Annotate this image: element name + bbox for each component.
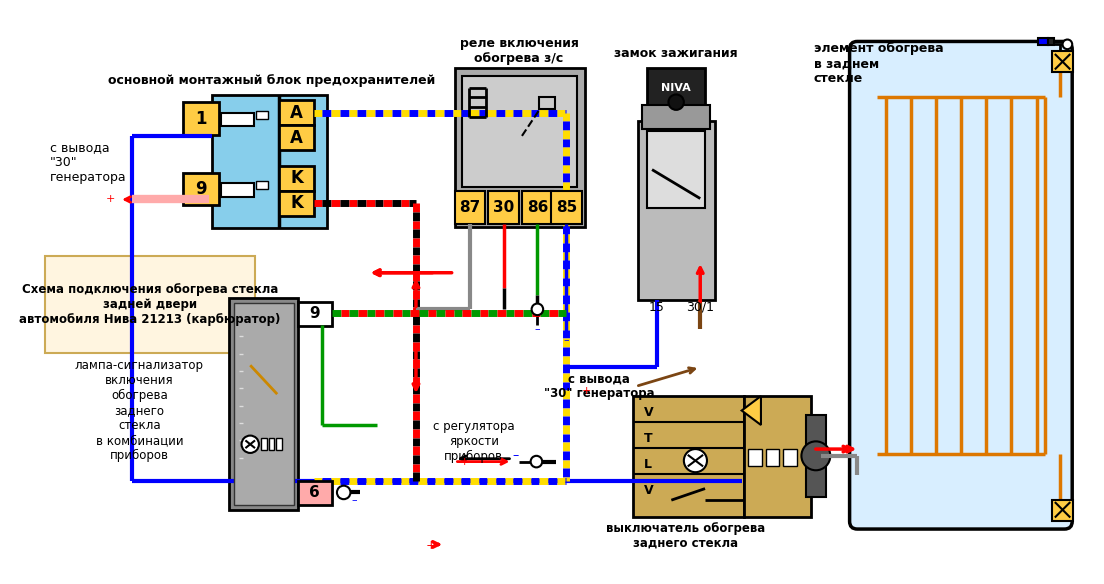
Bar bbox=[455, 191, 486, 224]
Text: с регулятора
яркости
приборов: с регулятора яркости приборов bbox=[433, 420, 514, 463]
Bar bbox=[234, 303, 294, 505]
Text: A: A bbox=[290, 104, 302, 121]
Text: 15: 15 bbox=[649, 301, 665, 314]
Bar bbox=[1052, 51, 1073, 72]
Text: с вывода
"30" генератора: с вывода "30" генератора bbox=[544, 373, 655, 401]
Text: K: K bbox=[290, 169, 302, 187]
Bar bbox=[183, 172, 220, 205]
Circle shape bbox=[242, 436, 259, 453]
Bar bbox=[540, 98, 554, 109]
Bar bbox=[522, 191, 553, 224]
Text: 86: 86 bbox=[527, 200, 548, 215]
Bar bbox=[744, 396, 811, 516]
Text: реле включения
обогрева з/с: реле включения обогрева з/с bbox=[459, 37, 578, 65]
Bar bbox=[221, 113, 254, 126]
Circle shape bbox=[531, 456, 542, 467]
Bar bbox=[298, 302, 332, 326]
Bar bbox=[221, 183, 254, 197]
Bar bbox=[183, 102, 220, 135]
Bar bbox=[279, 166, 314, 191]
Text: NIVA: NIVA bbox=[661, 83, 691, 93]
Bar bbox=[766, 449, 779, 467]
Circle shape bbox=[802, 442, 830, 470]
Text: элемент обогрева
в заднем
стекле: элемент обогрева в заднем стекле bbox=[814, 42, 944, 85]
Bar bbox=[643, 105, 710, 129]
Circle shape bbox=[1062, 40, 1072, 49]
Text: с вывода
"30"
генератора: с вывода "30" генератора bbox=[50, 141, 127, 184]
Bar bbox=[1048, 37, 1054, 46]
Text: 1: 1 bbox=[195, 110, 206, 127]
Bar bbox=[1052, 500, 1073, 522]
Text: +: + bbox=[106, 194, 118, 204]
Text: –: – bbox=[351, 495, 357, 505]
Bar bbox=[633, 396, 744, 516]
Text: +: + bbox=[459, 457, 469, 467]
Text: V: V bbox=[645, 406, 654, 419]
Bar bbox=[256, 181, 267, 189]
Bar bbox=[647, 131, 705, 208]
FancyBboxPatch shape bbox=[850, 41, 1072, 529]
Text: основной монтажный блок предохранителей: основной монтажный блок предохранителей bbox=[108, 75, 435, 88]
Polygon shape bbox=[742, 396, 761, 425]
Circle shape bbox=[532, 304, 543, 315]
Text: выключатель обогрева
заднего стекла: выключатель обогрева заднего стекла bbox=[606, 522, 765, 550]
Bar bbox=[638, 121, 714, 300]
Text: A: A bbox=[290, 129, 302, 147]
Text: лампа-сигнализатор
включения
обогрева
заднего
стекла
в комбинации
приборов: лампа-сигнализатор включения обогрева за… bbox=[75, 359, 204, 462]
Text: 9: 9 bbox=[195, 180, 206, 198]
Text: –: – bbox=[512, 449, 519, 463]
Bar bbox=[1039, 37, 1048, 46]
Bar bbox=[261, 439, 266, 450]
Bar bbox=[276, 439, 282, 450]
Bar bbox=[783, 449, 797, 467]
Text: K: K bbox=[290, 194, 302, 213]
Text: 87: 87 bbox=[459, 200, 480, 215]
Bar bbox=[212, 95, 327, 228]
Bar bbox=[279, 100, 314, 126]
Text: T: T bbox=[645, 432, 652, 445]
Bar bbox=[256, 111, 267, 119]
Text: Схема подключения обогрева стекла
задней двери
автомобиля Нива 21213 (карбюратор: Схема подключения обогрева стекла задней… bbox=[19, 283, 280, 326]
Bar bbox=[45, 256, 255, 353]
Text: +: + bbox=[582, 386, 591, 397]
Bar bbox=[749, 449, 762, 467]
Circle shape bbox=[668, 95, 683, 110]
Text: 30: 30 bbox=[493, 200, 514, 215]
Bar bbox=[806, 415, 826, 497]
Bar bbox=[551, 191, 582, 224]
Bar bbox=[455, 68, 585, 227]
Bar bbox=[463, 76, 577, 187]
Bar bbox=[298, 481, 332, 505]
Circle shape bbox=[337, 486, 350, 499]
Text: +: + bbox=[426, 539, 440, 552]
Bar bbox=[229, 298, 298, 510]
Text: L: L bbox=[645, 458, 652, 471]
Bar bbox=[279, 191, 314, 216]
Text: замок зажигания: замок зажигания bbox=[614, 47, 737, 61]
Bar bbox=[268, 439, 274, 450]
Text: 85: 85 bbox=[555, 200, 577, 215]
Text: 9: 9 bbox=[309, 305, 320, 321]
Bar bbox=[647, 68, 705, 112]
Text: 30/1: 30/1 bbox=[687, 301, 714, 314]
Text: 6: 6 bbox=[309, 485, 320, 500]
Bar bbox=[279, 126, 314, 150]
Text: –: – bbox=[563, 335, 569, 345]
Text: –: – bbox=[534, 324, 540, 333]
Bar bbox=[488, 191, 519, 224]
Circle shape bbox=[683, 449, 707, 472]
Text: V: V bbox=[645, 484, 654, 497]
